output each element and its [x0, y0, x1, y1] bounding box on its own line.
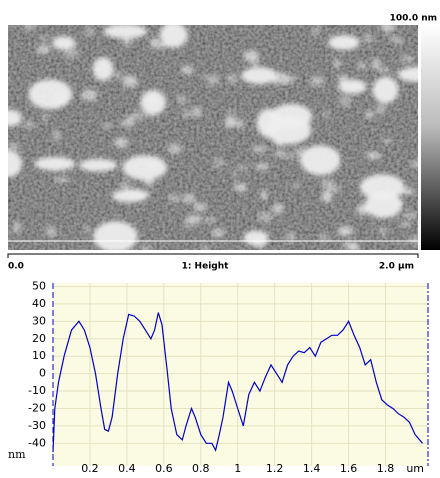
y-tick-label: -30 — [28, 419, 46, 432]
y-tick-label: 20 — [32, 332, 46, 345]
plot-area — [53, 283, 428, 466]
y-tick-label: 0 — [39, 367, 46, 380]
afm-image — [0, 20, 435, 252]
x-tick-label: 0.4 — [118, 462, 136, 474]
profile-chart: -40 -30 -20 -10 0 10 20 30 40 50 0.2 0.4 0.6 0.8 1 1.2 1… — [8, 279, 428, 474]
page: 100.0 nm 0.0 1: Height 2.0 µm -40-30-20-… — [0, 0, 440, 474]
scale-bar — [8, 254, 418, 258]
color-bar — [421, 25, 440, 250]
x-tick-label: 0.8 — [192, 462, 210, 474]
scale-max: 100.0 nm — [390, 14, 437, 24]
x-tick-label: 0.6 — [155, 462, 173, 474]
y-axis-unit: nm — [8, 448, 26, 461]
y-tick-label: 40 — [32, 297, 46, 310]
x-start: 0.0 — [8, 262, 24, 272]
x-tick-label: 1.6 — [340, 462, 358, 474]
x-end: 2.0 µm — [379, 262, 414, 272]
x-tick-label: 1.4 — [303, 462, 321, 474]
y-tick-label: 30 — [32, 314, 46, 327]
y-tick-label: 10 — [32, 349, 46, 362]
y-tick-label: 50 — [32, 279, 46, 292]
x-tick-label: 0.2 — [81, 462, 99, 474]
y-tick-label: -10 — [28, 384, 46, 397]
y-tick-label: -40 — [28, 436, 46, 449]
x-tick-label: 1.2 — [266, 462, 284, 474]
channel: 1: Height — [182, 262, 230, 272]
x-tick-label: 1 — [234, 462, 241, 474]
x-axis-unit: um — [406, 462, 424, 474]
y-tick-label: -20 — [28, 401, 46, 414]
x-tick-label: 1.8 — [377, 462, 395, 474]
